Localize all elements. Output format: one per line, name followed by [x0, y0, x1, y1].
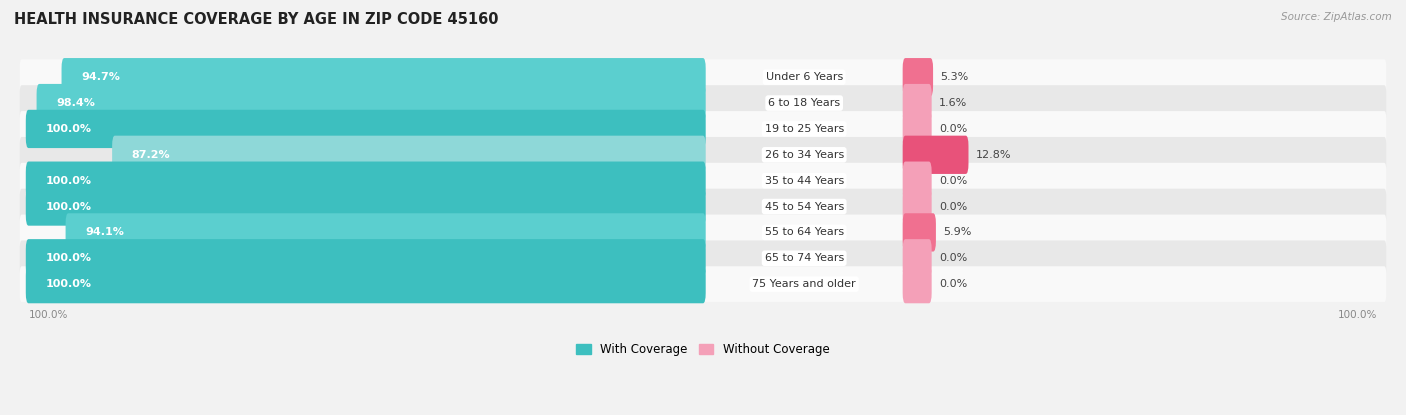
- FancyBboxPatch shape: [62, 58, 706, 96]
- FancyBboxPatch shape: [20, 163, 1386, 198]
- FancyBboxPatch shape: [20, 111, 1386, 147]
- Text: 100.0%: 100.0%: [28, 310, 67, 320]
- FancyBboxPatch shape: [66, 213, 706, 251]
- FancyBboxPatch shape: [903, 84, 932, 122]
- FancyBboxPatch shape: [903, 136, 969, 174]
- Text: 100.0%: 100.0%: [45, 176, 91, 186]
- Text: 12.8%: 12.8%: [976, 150, 1011, 160]
- FancyBboxPatch shape: [20, 59, 1386, 95]
- FancyBboxPatch shape: [37, 84, 706, 122]
- FancyBboxPatch shape: [903, 58, 934, 96]
- Text: 45 to 54 Years: 45 to 54 Years: [765, 202, 844, 212]
- Text: 100.0%: 100.0%: [45, 124, 91, 134]
- Text: 5.3%: 5.3%: [941, 72, 969, 82]
- Text: 5.9%: 5.9%: [943, 227, 972, 237]
- FancyBboxPatch shape: [25, 265, 706, 303]
- Text: 75 Years and older: 75 Years and older: [752, 279, 856, 289]
- Text: 65 to 74 Years: 65 to 74 Years: [765, 253, 844, 263]
- FancyBboxPatch shape: [20, 266, 1386, 302]
- FancyBboxPatch shape: [903, 188, 932, 226]
- Text: 100.0%: 100.0%: [1339, 310, 1378, 320]
- FancyBboxPatch shape: [25, 239, 706, 277]
- Text: 100.0%: 100.0%: [45, 279, 91, 289]
- Text: Source: ZipAtlas.com: Source: ZipAtlas.com: [1281, 12, 1392, 22]
- FancyBboxPatch shape: [25, 161, 706, 200]
- Text: 6 to 18 Years: 6 to 18 Years: [768, 98, 841, 108]
- FancyBboxPatch shape: [20, 240, 1386, 276]
- Text: 100.0%: 100.0%: [45, 202, 91, 212]
- Text: 1.6%: 1.6%: [939, 98, 967, 108]
- FancyBboxPatch shape: [903, 239, 932, 277]
- Text: 19 to 25 Years: 19 to 25 Years: [765, 124, 844, 134]
- FancyBboxPatch shape: [20, 189, 1386, 225]
- FancyBboxPatch shape: [903, 161, 932, 200]
- FancyBboxPatch shape: [903, 265, 932, 303]
- Text: 98.4%: 98.4%: [56, 98, 96, 108]
- FancyBboxPatch shape: [20, 137, 1386, 173]
- FancyBboxPatch shape: [20, 85, 1386, 121]
- FancyBboxPatch shape: [903, 213, 936, 251]
- FancyBboxPatch shape: [25, 110, 706, 148]
- Text: 0.0%: 0.0%: [939, 279, 967, 289]
- FancyBboxPatch shape: [903, 110, 932, 148]
- Text: 94.1%: 94.1%: [86, 227, 124, 237]
- Text: 26 to 34 Years: 26 to 34 Years: [765, 150, 844, 160]
- Legend: With Coverage, Without Coverage: With Coverage, Without Coverage: [576, 343, 830, 356]
- Text: Under 6 Years: Under 6 Years: [765, 72, 842, 82]
- Text: 94.7%: 94.7%: [82, 72, 120, 82]
- Text: 0.0%: 0.0%: [939, 202, 967, 212]
- Text: 87.2%: 87.2%: [132, 150, 170, 160]
- Text: 0.0%: 0.0%: [939, 176, 967, 186]
- Text: 35 to 44 Years: 35 to 44 Years: [765, 176, 844, 186]
- Text: HEALTH INSURANCE COVERAGE BY AGE IN ZIP CODE 45160: HEALTH INSURANCE COVERAGE BY AGE IN ZIP …: [14, 12, 499, 27]
- Text: 100.0%: 100.0%: [45, 253, 91, 263]
- FancyBboxPatch shape: [112, 136, 706, 174]
- FancyBboxPatch shape: [25, 188, 706, 226]
- Text: 0.0%: 0.0%: [939, 253, 967, 263]
- Text: 55 to 64 Years: 55 to 64 Years: [765, 227, 844, 237]
- FancyBboxPatch shape: [20, 215, 1386, 250]
- Text: 0.0%: 0.0%: [939, 124, 967, 134]
